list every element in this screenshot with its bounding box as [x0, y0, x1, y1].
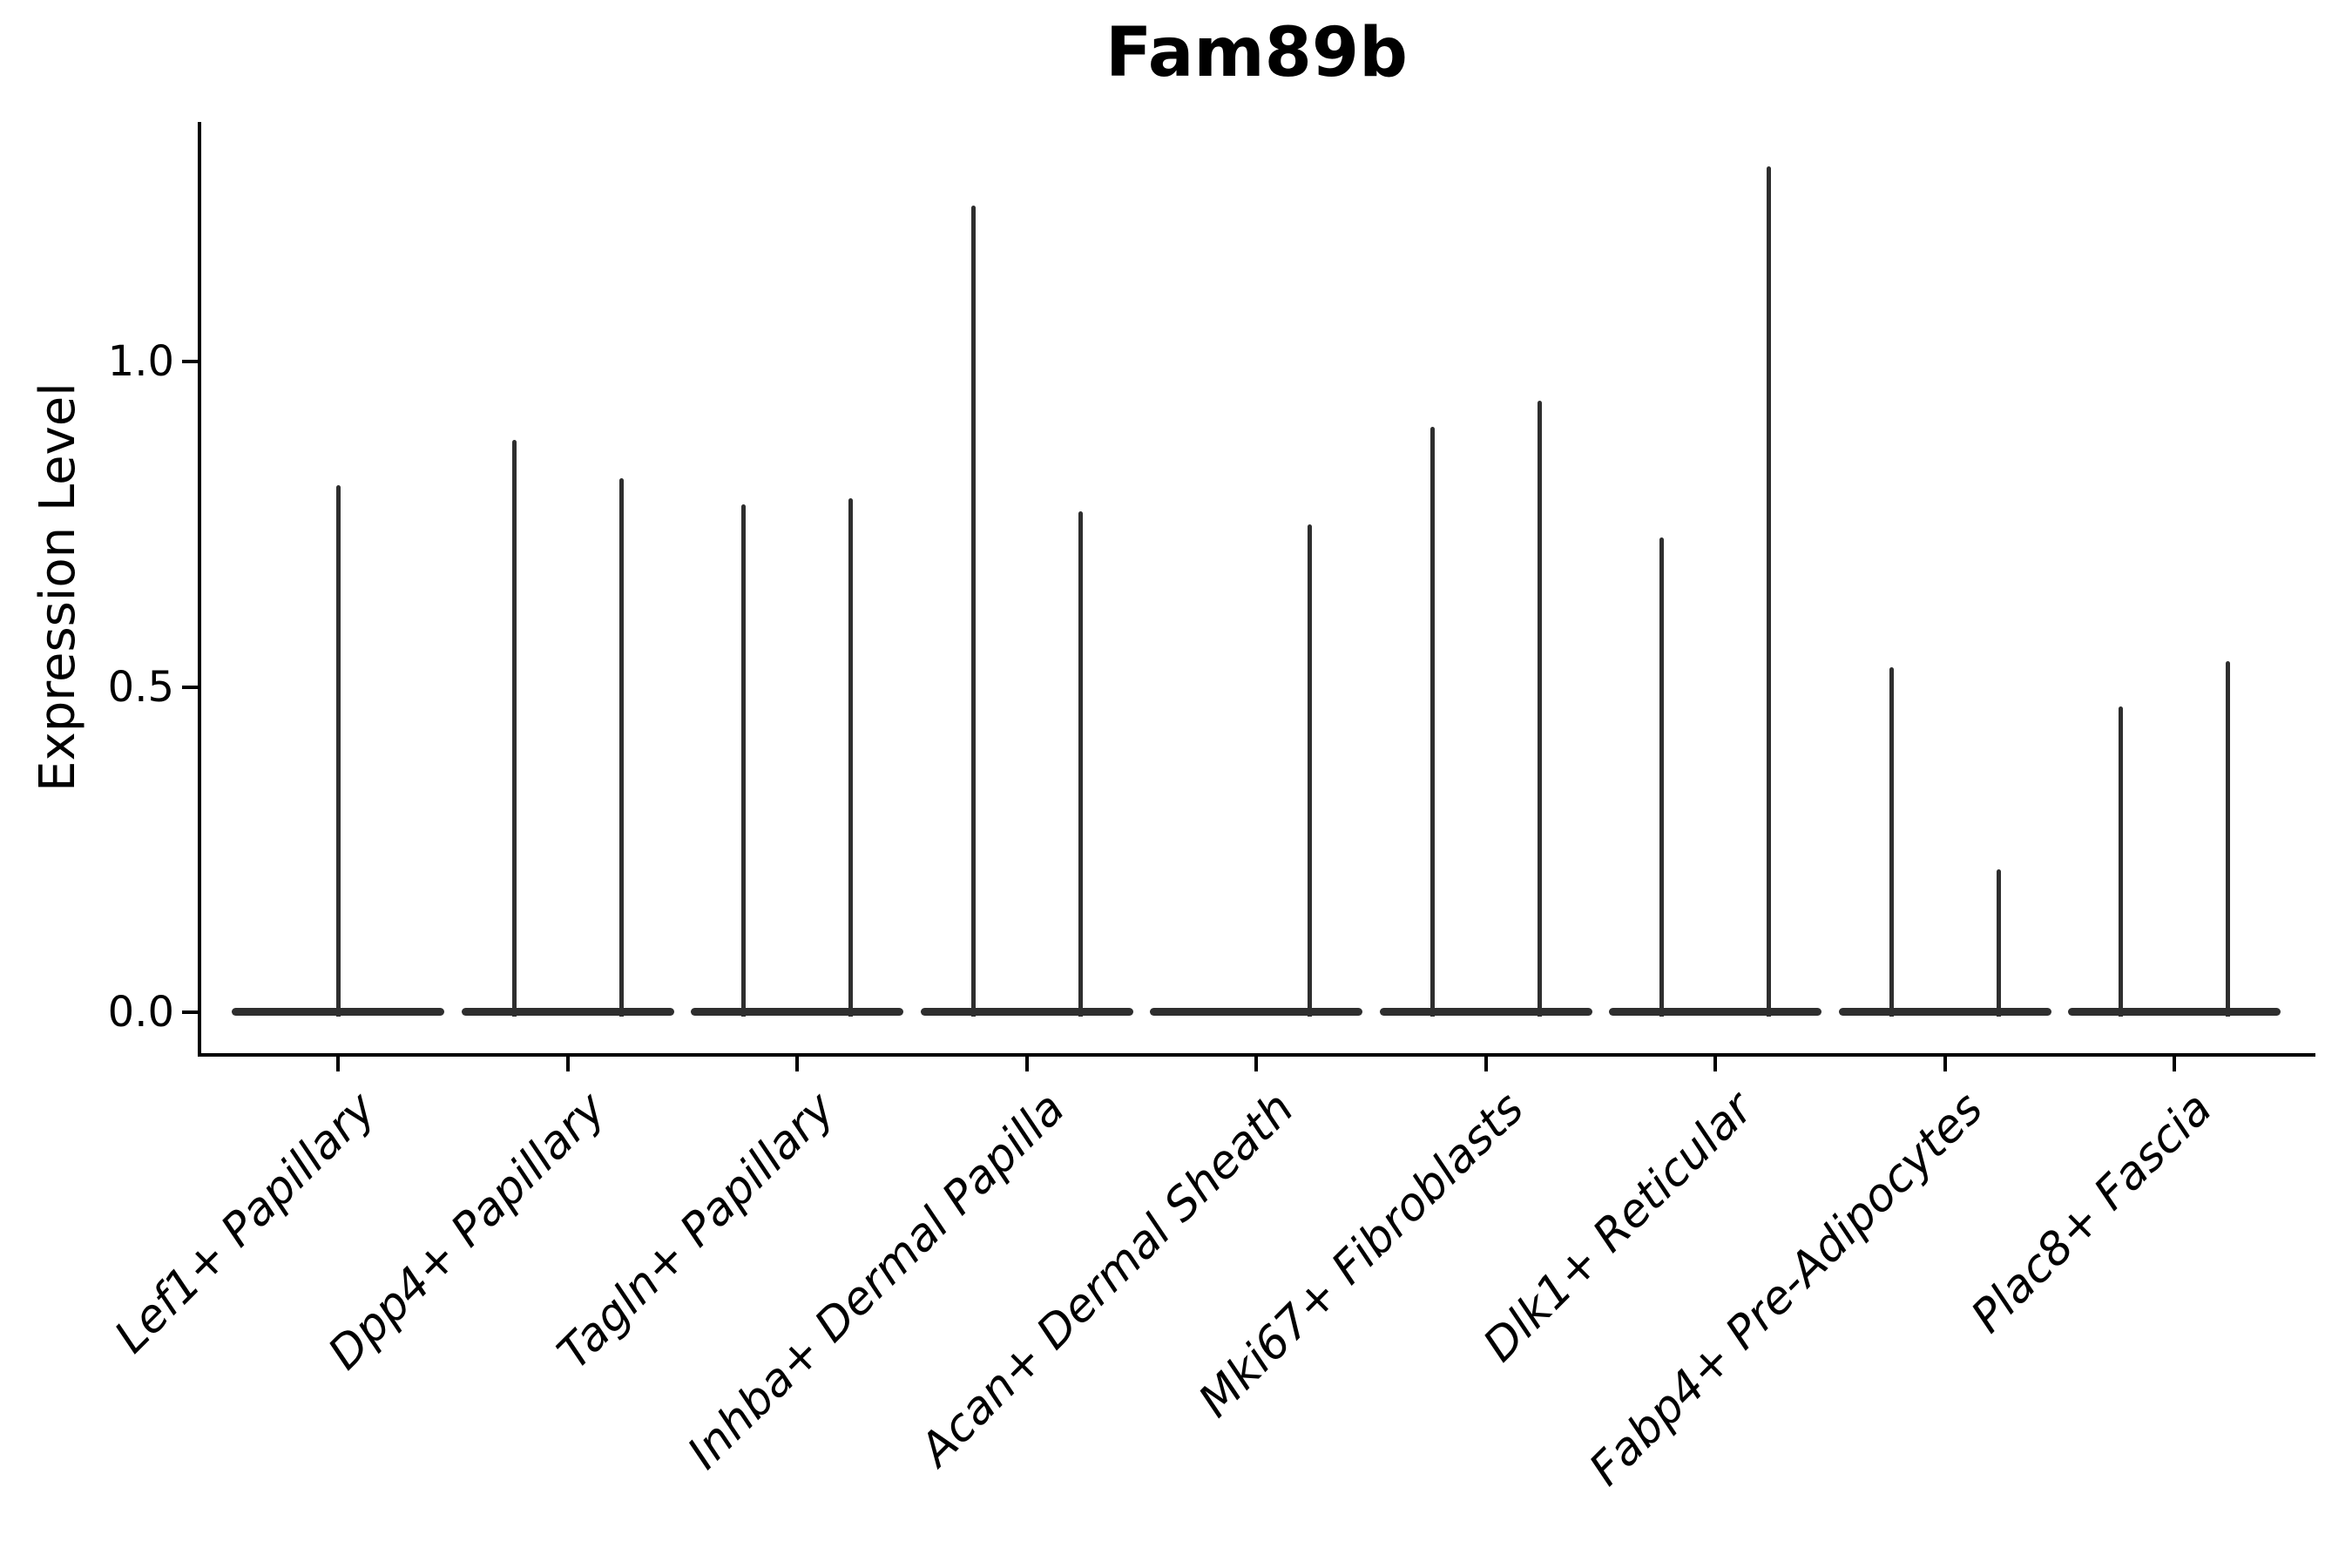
violin-baseline — [1150, 1008, 1362, 1016]
violin-max-spike — [1078, 510, 1083, 1017]
violin-max-spike — [2226, 660, 2230, 1017]
chart-title: Fam89b — [1105, 14, 1408, 92]
x-tick-mark — [1024, 1057, 1029, 1071]
x-tick-label: Inhba+ Dermal Papilla — [677, 1082, 1075, 1480]
violin-baseline — [2068, 1008, 2281, 1016]
x-tick-mark — [565, 1057, 570, 1071]
x-axis-spine — [198, 1053, 2315, 1057]
x-tick-label: Acan+ Dermal Sheath — [910, 1082, 1305, 1477]
violin-baseline — [461, 1008, 674, 1016]
violin-baseline — [1609, 1008, 1821, 1016]
violin-max-spike — [848, 497, 853, 1017]
y-axis-label: Expression Level — [30, 382, 86, 792]
y-tick-label: 0.5 — [107, 662, 174, 712]
violin-baseline — [1379, 1008, 1592, 1016]
x-tick-label: Plac8+ Fascia — [1961, 1082, 2223, 1343]
violin-max-spike — [1889, 667, 1894, 1017]
x-tick-mark — [1943, 1057, 1947, 1071]
violin-max-spike — [1537, 400, 1542, 1017]
x-tick-mark — [1713, 1057, 1717, 1071]
x-tick-mark — [795, 1057, 799, 1071]
y-tick-label: 1.0 — [107, 337, 174, 386]
violin-max-spike — [741, 504, 746, 1017]
x-tick-label: Fabp4+ Pre-Adipocytes — [1578, 1082, 1993, 1497]
violin-baseline — [691, 1008, 903, 1016]
x-tick-label: Mki67+ Fibroblasts — [1188, 1082, 1534, 1428]
violin-max-spike — [511, 439, 517, 1017]
x-tick-label: Dpp4+ Papillary — [318, 1082, 616, 1381]
y-tick-mark — [182, 360, 198, 363]
x-tick-mark — [1254, 1057, 1258, 1071]
violin-max-spike — [1659, 537, 1664, 1017]
x-tick-label: Dlk1+ Reticular — [1473, 1082, 1764, 1372]
violin-max-spike — [1996, 868, 2001, 1017]
y-tick-label: 0.0 — [107, 988, 174, 1037]
y-tick-mark — [182, 1010, 198, 1014]
violin-max-spike — [1767, 166, 1771, 1017]
x-tick-label: Tagln+ Papillary — [547, 1082, 846, 1380]
violin-baseline — [920, 1008, 1133, 1016]
violin-max-spike — [1429, 426, 1435, 1017]
violin-max-spike — [618, 478, 624, 1017]
x-tick-mark — [1484, 1057, 1488, 1071]
y-axis-spine — [198, 122, 201, 1057]
violin-max-spike — [2119, 706, 2123, 1017]
violin-max-spike — [1308, 524, 1312, 1017]
x-tick-mark — [2173, 1057, 2176, 1071]
violin-baseline — [1838, 1008, 2051, 1016]
x-tick-mark — [336, 1057, 340, 1071]
violin-max-spike — [970, 205, 976, 1017]
y-tick-mark — [182, 685, 198, 689]
violin-max-spike — [335, 484, 341, 1017]
